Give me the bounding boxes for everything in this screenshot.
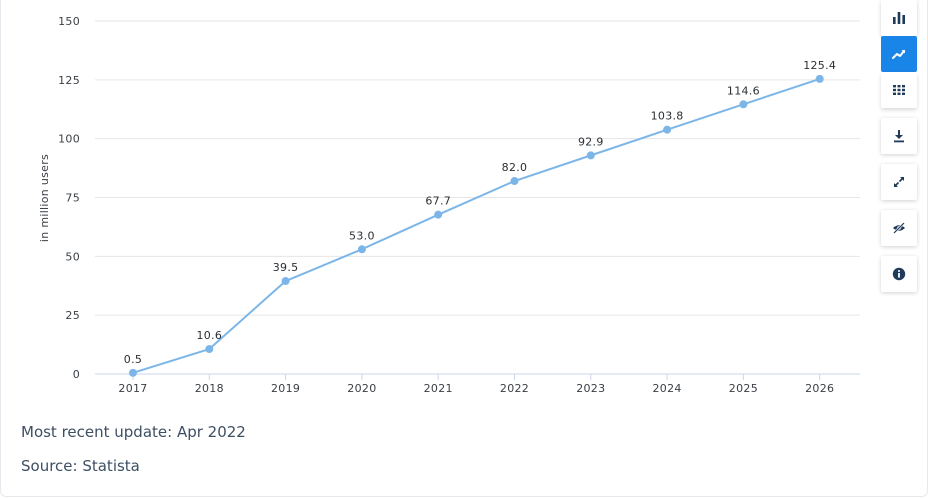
info-icon bbox=[892, 267, 906, 281]
data-point[interactable] bbox=[434, 210, 443, 219]
data-point[interactable] bbox=[815, 74, 824, 83]
data-label: 53.0 bbox=[349, 229, 375, 242]
data-label: 82.0 bbox=[502, 161, 528, 174]
data-label: 39.5 bbox=[273, 261, 299, 274]
y-tick-label: 125 bbox=[58, 74, 80, 87]
download-button[interactable] bbox=[881, 118, 917, 154]
x-tick-label: 2026 bbox=[805, 382, 834, 395]
line-chart-icon bbox=[892, 50, 905, 59]
data-point[interactable] bbox=[739, 100, 748, 109]
x-tick-label: 2025 bbox=[729, 382, 758, 395]
data-label: 10.6 bbox=[196, 329, 222, 342]
download-icon bbox=[894, 130, 904, 143]
x-tick-label: 2022 bbox=[500, 382, 529, 395]
series-points bbox=[129, 74, 824, 377]
data-label: 67.7 bbox=[425, 195, 451, 208]
y-tick-label: 100 bbox=[58, 133, 80, 146]
data-label: 125.4 bbox=[803, 59, 836, 72]
y-tick-label: 150 bbox=[58, 15, 80, 28]
y-tick-label: 25 bbox=[65, 309, 80, 322]
x-tick-label: 2017 bbox=[118, 382, 147, 395]
data-label: 0.5 bbox=[124, 353, 142, 366]
data-point[interactable] bbox=[586, 151, 595, 160]
source-note[interactable]: Source: Statista bbox=[21, 457, 140, 475]
data-point[interactable] bbox=[281, 277, 290, 286]
hide-button[interactable] bbox=[881, 210, 917, 246]
x-tick-label: 2024 bbox=[652, 382, 681, 395]
fullscreen-icon bbox=[894, 177, 904, 187]
data-point[interactable] bbox=[205, 345, 214, 354]
y-tick-label: 75 bbox=[65, 192, 80, 205]
info-button[interactable] bbox=[881, 256, 917, 292]
x-tick-label: 2020 bbox=[347, 382, 376, 395]
x-tick-label: 2018 bbox=[195, 382, 224, 395]
fullscreen-button[interactable] bbox=[881, 164, 917, 200]
line-chart: 0 25 50 75 100 125 150 2017 2018 2019 2020 2021 202… bbox=[38, 15, 860, 395]
line-chart-button[interactable] bbox=[881, 36, 917, 72]
y-tick-label: 0 bbox=[73, 368, 80, 381]
data-label: 103.8 bbox=[651, 110, 684, 123]
y-axis-ticks: 0 25 50 75 100 125 150 bbox=[58, 15, 80, 381]
update-note: Most recent update: Apr 2022 bbox=[21, 423, 246, 441]
y-axis-title: in million users bbox=[38, 154, 51, 242]
series-line-path bbox=[132, 77, 821, 374]
x-tick-label: 2019 bbox=[271, 382, 300, 395]
data-point[interactable] bbox=[663, 125, 672, 134]
data-label: 114.6 bbox=[727, 84, 760, 97]
data-label: 92.9 bbox=[578, 135, 604, 148]
x-tick-label: 2021 bbox=[424, 382, 453, 395]
bar-chart-icon bbox=[893, 12, 905, 24]
bar-chart-button[interactable] bbox=[881, 0, 917, 36]
y-tick-label: 50 bbox=[65, 250, 80, 263]
table-icon bbox=[893, 85, 905, 95]
data-labels: 0.5 10.6 39.5 53.0 67.7 82.0 92.9 103.8 114.6 125… bbox=[124, 59, 836, 366]
x-axis-ticks: 2017 2018 2019 2020 2021 2022 2023 2024 2025 2026 bbox=[118, 374, 834, 395]
data-point[interactable] bbox=[357, 245, 366, 254]
table-button[interactable] bbox=[881, 72, 917, 108]
series-line bbox=[132, 77, 821, 374]
x-tick-label: 2023 bbox=[576, 382, 605, 395]
hide-icon bbox=[893, 222, 905, 234]
data-point[interactable] bbox=[510, 177, 519, 186]
data-point[interactable] bbox=[129, 368, 137, 377]
